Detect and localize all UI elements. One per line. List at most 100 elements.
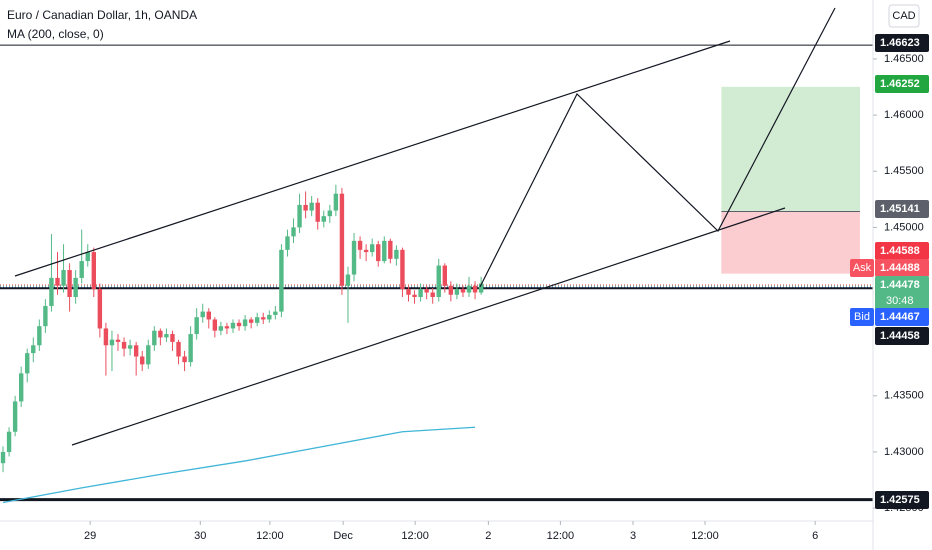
candle-body: [406, 289, 411, 295]
candle-body: [133, 345, 139, 357]
candle-body: [388, 240, 393, 259]
price-label-bg: [875, 308, 929, 326]
candle-body: [0, 451, 6, 464]
y-tick-label: 1.43500: [884, 390, 924, 402]
price-label-bg: [875, 75, 929, 93]
candle-body: [315, 202, 320, 222]
countdown: 30:48: [886, 295, 914, 307]
candle-body: [448, 285, 454, 295]
price-label-bg: [875, 327, 929, 345]
candle-body: [230, 322, 236, 329]
candle-body: [91, 252, 97, 290]
candle-body: [345, 274, 351, 286]
candle-body: [333, 193, 339, 211]
price-tag: Bid: [854, 311, 870, 323]
candle-body: [182, 356, 187, 363]
candle-body: [279, 249, 284, 312]
candle-body: [442, 265, 448, 286]
candle-body: [61, 270, 66, 286]
candle-body: [97, 289, 103, 329]
price-label-bg: [875, 491, 929, 509]
price-tag-bg: [850, 259, 874, 277]
channel-upper: [14, 40, 731, 277]
candle-body: [73, 277, 78, 297]
plot: [0, 44, 873, 504]
candle-body: [164, 334, 169, 338]
currency-button[interactable]: [888, 4, 920, 28]
drawings: [14, 7, 836, 446]
price-tag-bg: [850, 308, 874, 326]
candle-body: [146, 345, 151, 365]
currency[interactable]: CAD: [892, 10, 915, 22]
candle-body: [6, 431, 12, 452]
candle-body: [37, 326, 42, 346]
candle-body: [18, 373, 24, 402]
price-label: 1.44458: [880, 330, 920, 342]
price-label-bg: [875, 242, 929, 260]
price-tag: Ask: [853, 262, 872, 274]
candle-body: [424, 289, 429, 293]
price-label-bg: [875, 200, 929, 218]
candle-body: [31, 345, 36, 354]
x-tick-label: 12:00: [256, 530, 284, 542]
x-tick-label: 6: [812, 530, 818, 542]
candle-body: [194, 317, 199, 335]
candle-body: [267, 314, 272, 320]
candle-body: [127, 345, 133, 349]
candle-body: [176, 341, 181, 357]
price-label: 1.46623: [880, 37, 920, 49]
candle-body: [49, 277, 54, 306]
candle-body: [321, 216, 326, 222]
candle-body: [357, 240, 363, 250]
candle-body: [291, 227, 296, 237]
candle-body: [436, 265, 441, 297]
candle-body: [363, 249, 369, 253]
axes: 1.46500 1.46000 1.45500 1.45000 1.43500 1.430…: [84, 34, 929, 542]
candle-body: [12, 401, 18, 432]
candle-body: [109, 339, 115, 346]
candle-body: [369, 244, 375, 253]
candle-body: [430, 292, 435, 297]
price-label-bg: [875, 276, 929, 310]
y-tick-label: 1.45000: [884, 221, 924, 233]
candle-body: [472, 285, 478, 293]
candle-body: [242, 319, 248, 327]
candle-body: [297, 204, 302, 228]
x-tick-label: 29: [84, 530, 96, 542]
candle-body: [382, 240, 387, 262]
candle-body: [43, 305, 48, 327]
price-label: 1.44488: [880, 262, 920, 274]
candle-body: [218, 326, 224, 331]
candle-body: [254, 317, 260, 323]
channel-lower: [71, 207, 786, 446]
y-tick-label: 1.45500: [884, 165, 924, 177]
candle-body: [200, 311, 205, 318]
candle-body: [170, 334, 175, 342]
price-label: 1.46252: [880, 78, 920, 90]
x-tick-label: 3: [630, 530, 636, 542]
candle-body: [418, 289, 423, 297]
candle-body: [152, 330, 157, 346]
candle-body: [158, 330, 163, 338]
candle-body: [339, 193, 345, 286]
indicator-label: MA (200, close, 0): [7, 27, 104, 41]
candle-body: [212, 319, 218, 331]
candle-body: [121, 341, 127, 349]
moving-average: [2, 426, 476, 504]
candle-body: [236, 322, 242, 327]
x-tick-label: 12:00: [691, 530, 719, 542]
candle-body: [248, 319, 254, 323]
candle-body: [261, 317, 266, 320]
y-tick-label: 1.43000: [884, 446, 924, 458]
candle-body: [327, 210, 333, 217]
candle-body: [303, 204, 308, 211]
candle-body: [412, 294, 417, 297]
candle-body: [394, 249, 399, 259]
candle-body: [188, 334, 193, 363]
candle-body: [79, 261, 84, 278]
candle-body: [67, 270, 72, 297]
candle-body: [478, 283, 484, 293]
candle-body: [351, 240, 357, 275]
